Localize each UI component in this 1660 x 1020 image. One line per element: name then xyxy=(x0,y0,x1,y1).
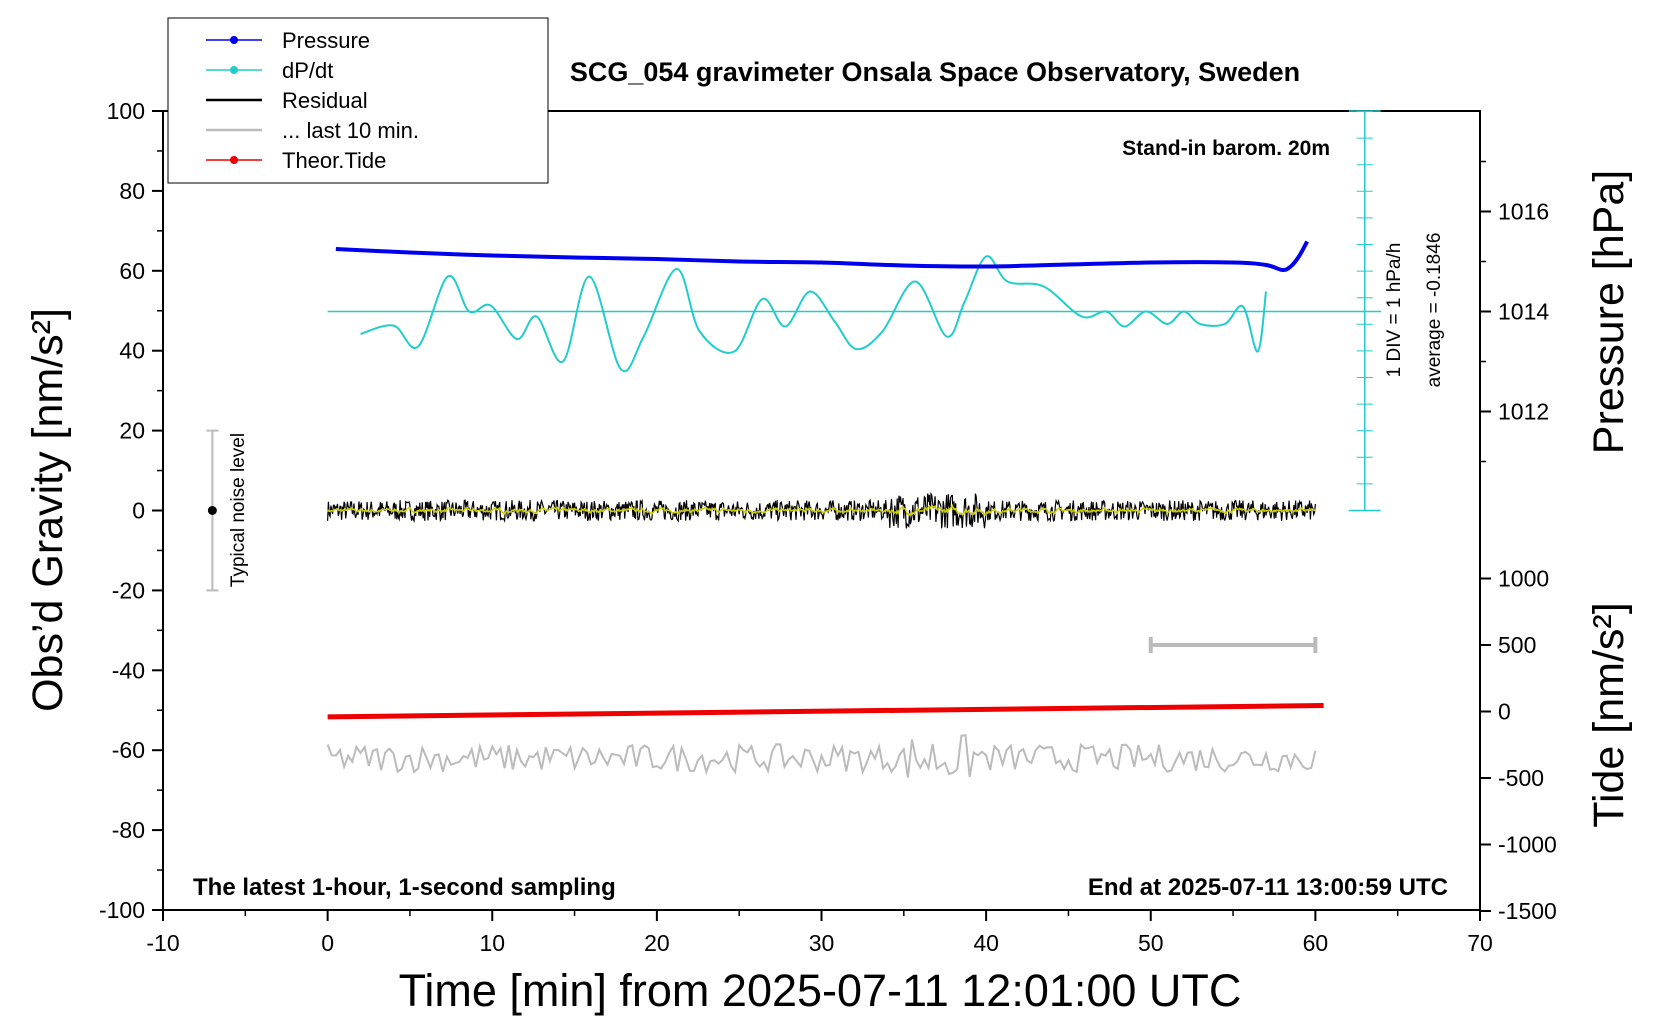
legend-label: Theor.Tide xyxy=(282,148,386,173)
legend-label: ... last 10 min. xyxy=(282,118,419,143)
pressure-line xyxy=(335,240,1309,273)
div-note: 1 DIV = 1 hPa/h xyxy=(1384,243,1405,378)
y-tick-label: 60 xyxy=(119,258,145,284)
y-tick-label: 40 xyxy=(119,338,145,364)
x-tick-label: 0 xyxy=(321,930,334,956)
y-axis-label-gravity: Obs’d Gravity [nm/s²] xyxy=(24,308,72,712)
x-tick-label: 40 xyxy=(973,930,999,956)
y-tick-label: -100 xyxy=(99,897,145,923)
legend: Pressure dP/dt Residual ... last 10 min. The… xyxy=(167,17,549,184)
pressure-tick-label: 1016 xyxy=(1498,199,1549,225)
legend-marker xyxy=(230,156,238,164)
average-note: average = -0.1846 xyxy=(1424,233,1445,388)
x-axis-label: Time [min] from 2025-07-11 12:01:00 UTC xyxy=(399,965,1242,1016)
dpdt-line xyxy=(360,255,1267,373)
tide-tick-label: 500 xyxy=(1498,632,1536,658)
tide-line xyxy=(327,703,1324,720)
y-tick-label: -80 xyxy=(112,817,145,843)
y-axis-label-pressure: Pressure [hPa] xyxy=(1585,170,1633,454)
last-10-min-line xyxy=(326,734,1317,778)
y-axis-label-tide: Tide [nm/s²] xyxy=(1585,602,1633,827)
x-tick-label: 30 xyxy=(809,930,835,956)
tide-tick-label: -1000 xyxy=(1498,832,1557,858)
sampling-note: The latest 1-hour, 1-second sampling xyxy=(193,874,616,901)
legend-label: Residual xyxy=(282,88,368,113)
x-tick-label: 50 xyxy=(1138,930,1164,956)
y-tick-label: 80 xyxy=(119,178,145,204)
legend-marker xyxy=(230,66,238,74)
legend-marker xyxy=(230,36,238,44)
tide-tick-label: 1000 xyxy=(1498,566,1549,592)
end-time-note: End at 2025-07-11 13:00:59 UTC xyxy=(1088,874,1448,901)
y-tick-label: 100 xyxy=(107,98,145,124)
y-tick-label: 0 xyxy=(132,498,145,524)
tide-tick-label: -1500 xyxy=(1498,898,1557,924)
y-tick-label: -20 xyxy=(112,577,145,603)
residual-smoothed-line xyxy=(326,504,1316,517)
y-tick-label: -40 xyxy=(112,657,145,683)
y-tick-label: -60 xyxy=(112,737,145,763)
pressure-tick-label: 1012 xyxy=(1498,399,1549,425)
x-tick-label: -10 xyxy=(146,930,179,956)
tide-tick-label: 0 xyxy=(1498,699,1511,725)
x-tick-label: 60 xyxy=(1303,930,1329,956)
legend-label: Pressure xyxy=(282,28,370,53)
noise-bar-marker xyxy=(207,506,217,515)
tide-tick-label: -500 xyxy=(1498,765,1544,791)
x-tick-label: 70 xyxy=(1467,930,1493,956)
x-tick-label: 10 xyxy=(479,930,505,956)
legend-label: dP/dt xyxy=(282,58,333,83)
noise-level-label: Typical noise level xyxy=(228,433,249,587)
chart-title: SCG_054 gravimeter Onsala Space Observat… xyxy=(570,57,1300,87)
barometer-note: Stand-in barom. 20m xyxy=(1122,137,1330,160)
y-tick-label: 20 xyxy=(119,418,145,444)
x-tick-label: 20 xyxy=(644,930,670,956)
pressure-tick-label: 1014 xyxy=(1498,299,1549,325)
